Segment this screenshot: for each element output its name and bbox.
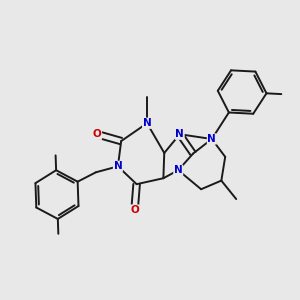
Text: N: N: [175, 129, 184, 139]
Text: O: O: [130, 205, 139, 215]
Text: N: N: [207, 134, 216, 144]
Text: N: N: [143, 118, 152, 128]
Text: N: N: [113, 161, 122, 171]
Text: N: N: [174, 165, 183, 175]
Text: O: O: [93, 129, 101, 139]
